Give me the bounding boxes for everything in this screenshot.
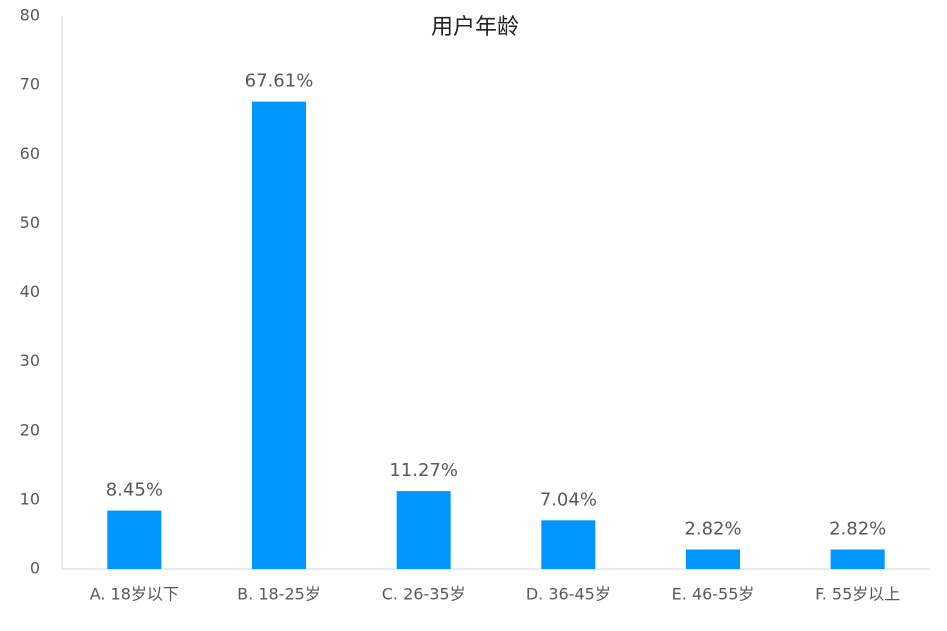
y-tick-label: 50 bbox=[20, 213, 40, 232]
y-tick-label: 0 bbox=[30, 559, 40, 578]
y-tick-label: 10 bbox=[20, 489, 40, 508]
bar bbox=[830, 549, 885, 569]
bar bbox=[396, 491, 451, 569]
y-tick-label: 20 bbox=[20, 420, 40, 439]
x-tick-label: B. 18-25岁 bbox=[237, 585, 321, 604]
bar bbox=[252, 101, 306, 569]
data-label: 8.45% bbox=[106, 480, 163, 501]
data-label: 67.61% bbox=[245, 71, 314, 92]
bar bbox=[686, 549, 740, 569]
bar bbox=[107, 510, 162, 569]
data-label: 2.82% bbox=[829, 519, 886, 540]
x-tick-label: E. 46-55岁 bbox=[672, 585, 755, 604]
bar bbox=[541, 520, 596, 569]
x-tick-label: F. 55岁以上 bbox=[815, 585, 900, 604]
data-label: 11.27% bbox=[389, 460, 458, 481]
x-tick-label: A. 18岁以下 bbox=[90, 585, 179, 604]
x-tick-label: D. 36-45岁 bbox=[526, 585, 611, 604]
y-tick-label: 40 bbox=[20, 282, 40, 301]
data-label: 7.04% bbox=[540, 489, 597, 510]
chart-title: 用户年龄 bbox=[431, 15, 519, 40]
data-label: 2.82% bbox=[684, 519, 741, 540]
x-tick-label: C. 26-35岁 bbox=[382, 585, 466, 604]
y-tick-label: 30 bbox=[20, 351, 40, 370]
y-tick-label: 60 bbox=[20, 144, 40, 163]
y-tick-label: 80 bbox=[20, 6, 40, 25]
y-tick-label: 70 bbox=[20, 75, 40, 94]
